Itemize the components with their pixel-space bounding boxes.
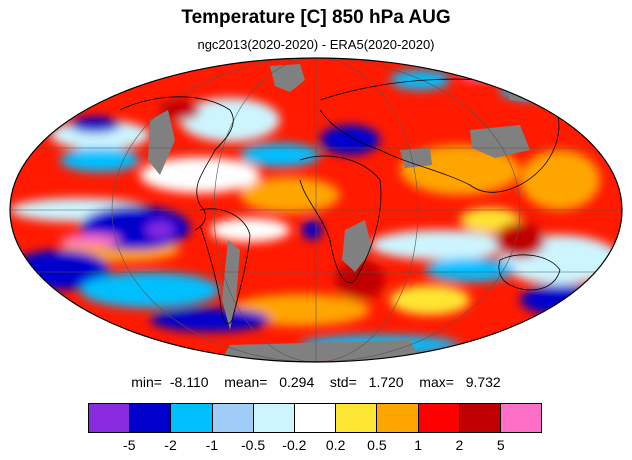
coast-north-america: [119, 96, 234, 231]
field-patch: [425, 258, 515, 282]
coast-eurasia: [319, 78, 560, 193]
field-patch: [70, 117, 120, 133]
min-label: min=: [131, 374, 162, 390]
field-patch: [80, 272, 220, 308]
field-patch: [146, 222, 174, 238]
missing-tibet: [470, 125, 530, 158]
colorbar-cell: [171, 404, 213, 432]
max-value: 9.732: [465, 374, 501, 390]
mollweide-map: [9, 57, 623, 363]
field-patch: [302, 220, 322, 240]
coastlines: [119, 78, 561, 325]
colorbar-cell: [459, 404, 501, 432]
field-patch: [520, 150, 600, 210]
colorbar-tick-label: 1: [414, 437, 423, 453]
std-value: 1.720: [368, 374, 404, 390]
statistics-line: min= -8.110 mean= 0.294 std= 1.720 max= …: [0, 374, 632, 390]
coast-south-america: [199, 208, 251, 325]
colorbar-tick-label: 2: [455, 437, 464, 453]
field-patch: [335, 260, 385, 300]
field-patch: [390, 70, 450, 90]
colorbar-cell: [500, 404, 542, 432]
colorbar-tick-label: -2: [164, 437, 177, 453]
colorbar-cell: [418, 404, 460, 432]
colorbar-tick-label: -0.5: [241, 437, 266, 453]
missing-greenland: [270, 64, 305, 92]
colorbar-cell: [253, 404, 295, 432]
field-patch: [390, 285, 470, 315]
colorbar-cell: [377, 404, 419, 432]
coast-africa: [299, 155, 382, 283]
map-subtitle: ngc2013(2020-2020) - ERA5(2020-2020): [197, 37, 435, 52]
field-patch: [60, 234, 120, 246]
field-patch: [210, 218, 290, 242]
field-patch: [240, 177, 340, 213]
std-label: std=: [329, 374, 357, 390]
max-label: max=: [419, 374, 454, 390]
field-patch: [370, 230, 510, 260]
field-patch: [495, 222, 545, 258]
colorbar-labels: -5 -2 -1 -0.5 -0.2 0.2 0.5 1 2 5: [0, 437, 632, 455]
colorbar-cell: [212, 404, 254, 432]
colorbar-cell: [130, 404, 172, 432]
field-patch: [160, 100, 200, 120]
field-patch: [180, 98, 280, 142]
field-patch: [520, 285, 600, 315]
colorbar-cell: [89, 404, 131, 432]
colorbar-tick-label: 0.5: [367, 437, 387, 453]
mean-label: mean=: [224, 374, 268, 390]
colorbar-cell: [294, 404, 337, 432]
colorbar-tick-label: 0.2: [325, 437, 346, 453]
missing-rockies: [148, 110, 175, 175]
field-patch: [140, 157, 260, 193]
globe-outline: [9, 57, 623, 363]
graticule: [10, 58, 622, 362]
missing-andes: [222, 240, 240, 330]
missing-iran: [400, 148, 432, 168]
field-patch: [320, 125, 380, 155]
field-patch: [60, 148, 140, 172]
colorbar-tick-label: -5: [123, 437, 136, 453]
map-title: Temperature [C] 850 hPa AUG: [181, 7, 451, 28]
colorbar-cell: [336, 404, 378, 432]
colorbar: [88, 403, 542, 433]
min-value: -8.110: [169, 374, 209, 390]
colorbar-tick-label: 5: [496, 437, 505, 453]
field-patch: [500, 80, 560, 100]
colorbar-tick-label: -1: [205, 437, 219, 453]
missing-africa: [342, 220, 372, 272]
field-patch: [150, 308, 270, 332]
coast-australia: [498, 254, 561, 291]
colorbar-tick-label: -0.2: [282, 437, 307, 453]
field-patch: [240, 143, 320, 167]
mean-value: 0.294: [279, 374, 315, 390]
